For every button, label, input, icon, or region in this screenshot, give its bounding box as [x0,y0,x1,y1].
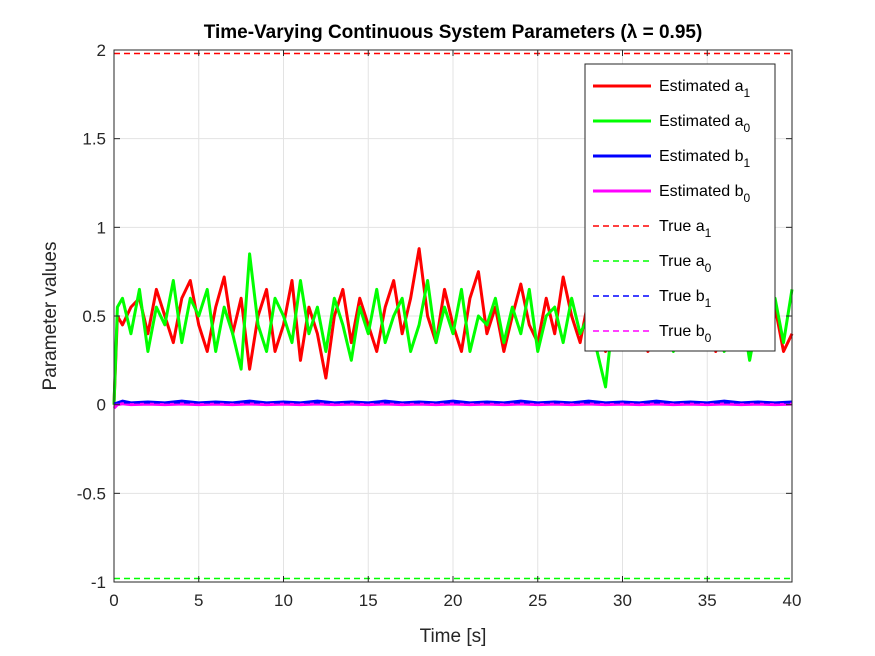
x-axis-title: Time [s] [420,626,487,647]
y-tick-label: 0 [97,396,106,415]
x-tick-label: 5 [194,591,203,610]
legend-box [584,63,776,352]
y-tick-label: 1 [97,218,106,237]
legend-entry-label: True a1 [659,218,712,240]
x-tick-label: 30 [613,591,632,610]
legend-entry-subscript: 0 [743,121,750,135]
legend-entry-subscript: 1 [743,86,750,100]
x-tick-label: 20 [444,591,463,610]
legend-entry-label: Estimated a1 [659,78,750,100]
x-tick-label: 40 [783,591,802,610]
x-tick-label: 0 [109,591,118,610]
legend-entry-label: Estimated b1 [659,148,750,170]
legend-entry-label: True b1 [659,288,712,310]
chart-title: Time-Varying Continuous System Parameter… [204,22,703,43]
y-tick-label: 2 [97,41,106,60]
y-axis-title: Parameter values [40,242,61,391]
legend-entry-label: Estimated b0 [659,183,750,205]
x-tick-label: 25 [528,591,547,610]
legend-entry-subscript: 0 [743,191,750,205]
legend-entry-subscript: 0 [705,331,712,345]
y-tick-label: -1 [91,573,106,592]
y-tick-label: 1.5 [82,130,106,149]
y-tick-label: 0.5 [82,307,106,326]
legend-entry-label: True a0 [659,253,712,275]
x-tick-label: 35 [698,591,717,610]
ticks: 0 5 10 15 20 25 30 35 40-1-0.500.511.52 [77,41,802,610]
y-tick-label: -0.5 [77,484,106,503]
legend-entry-label: True b0 [659,323,712,345]
x-tick-label: 15 [359,591,378,610]
legend-entry-subscript: 1 [705,226,712,240]
legend-entry-subscript: 1 [743,156,750,170]
legend: Estimated a1 Estimated a0 Estimated b1 Esti… [584,63,776,352]
x-tick-label: 10 [274,591,293,610]
legend-entry-label: Estimated a0 [659,113,750,135]
legend-entry-subscript: 1 [705,296,712,310]
legend-entry-subscript: 0 [705,261,712,275]
